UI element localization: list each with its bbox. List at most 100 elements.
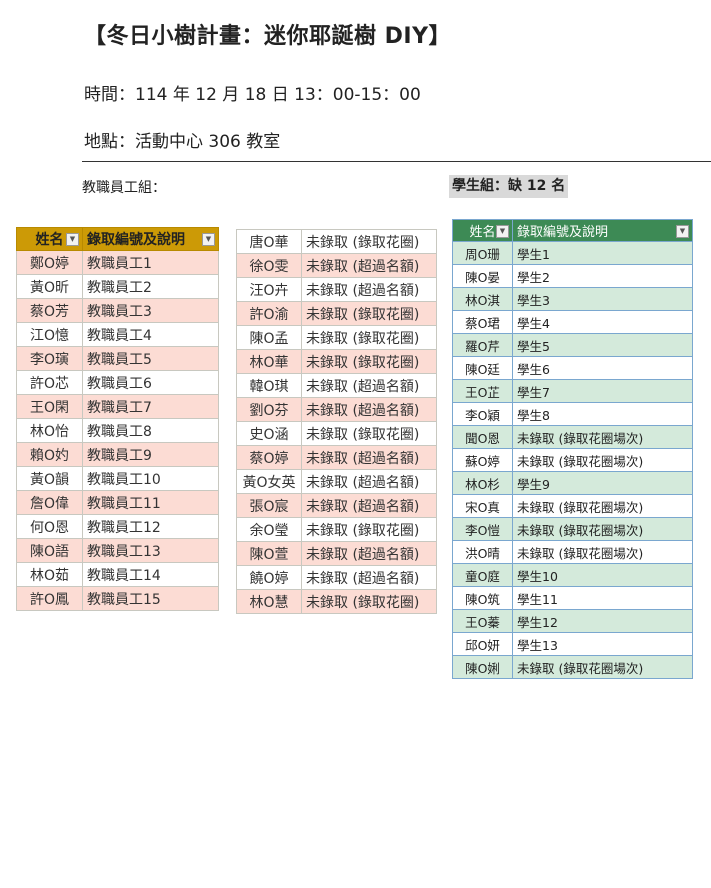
- description-cell[interactable]: 未錄取 (錄取花圈場次): [512, 655, 693, 679]
- description-cell[interactable]: 未錄取 (超過名額): [301, 253, 437, 278]
- name-cell[interactable]: 李O璌: [16, 346, 83, 371]
- description-cell[interactable]: 學生10: [512, 563, 693, 587]
- description-cell[interactable]: 學生13: [512, 632, 693, 656]
- name-cell[interactable]: 王O蓁: [452, 609, 513, 633]
- name-cell[interactable]: 陳O萱: [236, 541, 302, 566]
- name-cell[interactable]: 唐O華: [236, 229, 302, 254]
- description-cell[interactable]: 教職員工9: [82, 442, 219, 467]
- name-cell[interactable]: 蔡O婷: [236, 445, 302, 470]
- description-cell[interactable]: 未錄取 (錄取花圈場次): [512, 425, 693, 449]
- name-cell[interactable]: 饒O婷: [236, 565, 302, 590]
- description-cell[interactable]: 教職員工7: [82, 394, 219, 419]
- description-cell[interactable]: 教職員工5: [82, 346, 219, 371]
- description-cell[interactable]: 學生8: [512, 402, 693, 426]
- name-cell[interactable]: 邱O妍: [452, 632, 513, 656]
- name-cell[interactable]: 汪O卉: [236, 277, 302, 302]
- description-cell[interactable]: 學生1: [512, 241, 693, 265]
- description-cell[interactable]: 教職員工6: [82, 370, 219, 395]
- description-cell[interactable]: 教職員工14: [82, 562, 219, 587]
- name-cell[interactable]: 史O涵: [236, 421, 302, 446]
- description-cell[interactable]: 學生3: [512, 287, 693, 311]
- name-cell[interactable]: 王O芷: [452, 379, 513, 403]
- name-cell[interactable]: 李O穎: [452, 402, 513, 426]
- description-cell[interactable]: 未錄取 (錄取花圈場次): [512, 517, 693, 541]
- name-cell[interactable]: 江O憶: [16, 322, 83, 347]
- filter-dropdown-icon[interactable]: ▼: [676, 225, 689, 238]
- name-cell[interactable]: 林O慧: [236, 589, 302, 614]
- name-cell[interactable]: 陳O孟: [236, 325, 302, 350]
- description-cell[interactable]: 未錄取 (錄取花圈): [301, 421, 437, 446]
- description-cell[interactable]: 未錄取 (錄取花圈場次): [512, 448, 693, 472]
- description-cell[interactable]: 學生12: [512, 609, 693, 633]
- name-cell[interactable]: 許O鳳: [16, 586, 83, 611]
- name-cell[interactable]: 賴O妁: [16, 442, 83, 467]
- description-cell[interactable]: 教職員工1: [82, 250, 219, 275]
- description-cell[interactable]: 教職員工10: [82, 466, 219, 491]
- name-cell[interactable]: 余O瑩: [236, 517, 302, 542]
- name-cell[interactable]: 林O怡: [16, 418, 83, 443]
- description-cell[interactable]: 未錄取 (錄取花圈): [301, 589, 437, 614]
- column-header-description[interactable]: 錄取編號及說明 ▼: [512, 219, 693, 242]
- name-cell[interactable]: 蘇O婷: [452, 448, 513, 472]
- description-cell[interactable]: 教職員工4: [82, 322, 219, 347]
- description-cell[interactable]: 未錄取 (錄取花圈): [301, 517, 437, 542]
- description-cell[interactable]: 教職員工3: [82, 298, 219, 323]
- filter-dropdown-icon[interactable]: ▼: [202, 233, 215, 246]
- name-cell[interactable]: 黃O女英: [236, 469, 302, 494]
- name-cell[interactable]: 陳O廷: [452, 356, 513, 380]
- column-header-description[interactable]: 錄取編號及說明 ▼: [82, 227, 219, 251]
- name-cell[interactable]: 陳O筑: [452, 586, 513, 610]
- description-cell[interactable]: 教職員工8: [82, 418, 219, 443]
- description-cell[interactable]: 學生9: [512, 471, 693, 495]
- name-cell[interactable]: 黃O昕: [16, 274, 83, 299]
- description-cell[interactable]: 未錄取 (錄取花圈場次): [512, 494, 693, 518]
- name-cell[interactable]: 許O芯: [16, 370, 83, 395]
- description-cell[interactable]: 未錄取 (錄取花圈): [301, 229, 437, 254]
- name-cell[interactable]: 黃O韻: [16, 466, 83, 491]
- name-cell[interactable]: 蔡O芳: [16, 298, 83, 323]
- name-cell[interactable]: 許O渝: [236, 301, 302, 326]
- description-cell[interactable]: 未錄取 (超過名額): [301, 541, 437, 566]
- name-cell[interactable]: 洪O晴: [452, 540, 513, 564]
- description-cell[interactable]: 未錄取 (錄取花圈): [301, 301, 437, 326]
- description-cell[interactable]: 未錄取 (超過名額): [301, 565, 437, 590]
- name-cell[interactable]: 林O杉: [452, 471, 513, 495]
- name-cell[interactable]: 張O宸: [236, 493, 302, 518]
- description-cell[interactable]: 未錄取 (超過名額): [301, 469, 437, 494]
- name-cell[interactable]: 林O華: [236, 349, 302, 374]
- name-cell[interactable]: 陳O語: [16, 538, 83, 563]
- name-cell[interactable]: 陳O晏: [452, 264, 513, 288]
- name-cell[interactable]: 鄭O婷: [16, 250, 83, 275]
- description-cell[interactable]: 學生6: [512, 356, 693, 380]
- column-header-name[interactable]: 姓名 ▼: [452, 219, 513, 242]
- description-cell[interactable]: 學生11: [512, 586, 693, 610]
- column-header-name[interactable]: 姓名 ▼: [16, 227, 83, 251]
- name-cell[interactable]: 詹O偉: [16, 490, 83, 515]
- description-cell[interactable]: 未錄取 (超過名額): [301, 277, 437, 302]
- name-cell[interactable]: 陳O娳: [452, 655, 513, 679]
- description-cell[interactable]: 學生2: [512, 264, 693, 288]
- filter-dropdown-icon[interactable]: ▼: [496, 225, 509, 238]
- name-cell[interactable]: 王O閑: [16, 394, 83, 419]
- name-cell[interactable]: 羅O芹: [452, 333, 513, 357]
- description-cell[interactable]: 學生5: [512, 333, 693, 357]
- description-cell[interactable]: 未錄取 (超過名額): [301, 493, 437, 518]
- filter-dropdown-icon[interactable]: ▼: [66, 233, 79, 246]
- description-cell[interactable]: 未錄取 (錄取花圈): [301, 349, 437, 374]
- name-cell[interactable]: 聞O恩: [452, 425, 513, 449]
- name-cell[interactable]: 林O淇: [452, 287, 513, 311]
- name-cell[interactable]: 林O茹: [16, 562, 83, 587]
- description-cell[interactable]: 教職員工12: [82, 514, 219, 539]
- name-cell[interactable]: 李O愷: [452, 517, 513, 541]
- name-cell[interactable]: 韓O琪: [236, 373, 302, 398]
- name-cell[interactable]: 宋O真: [452, 494, 513, 518]
- description-cell[interactable]: 未錄取 (超過名額): [301, 445, 437, 470]
- name-cell[interactable]: 童O庭: [452, 563, 513, 587]
- description-cell[interactable]: 教職員工11: [82, 490, 219, 515]
- description-cell[interactable]: 教職員工15: [82, 586, 219, 611]
- name-cell[interactable]: 徐O雯: [236, 253, 302, 278]
- name-cell[interactable]: 周O珊: [452, 241, 513, 265]
- description-cell[interactable]: 學生4: [512, 310, 693, 334]
- description-cell[interactable]: 教職員工2: [82, 274, 219, 299]
- description-cell[interactable]: 未錄取 (錄取花圈場次): [512, 540, 693, 564]
